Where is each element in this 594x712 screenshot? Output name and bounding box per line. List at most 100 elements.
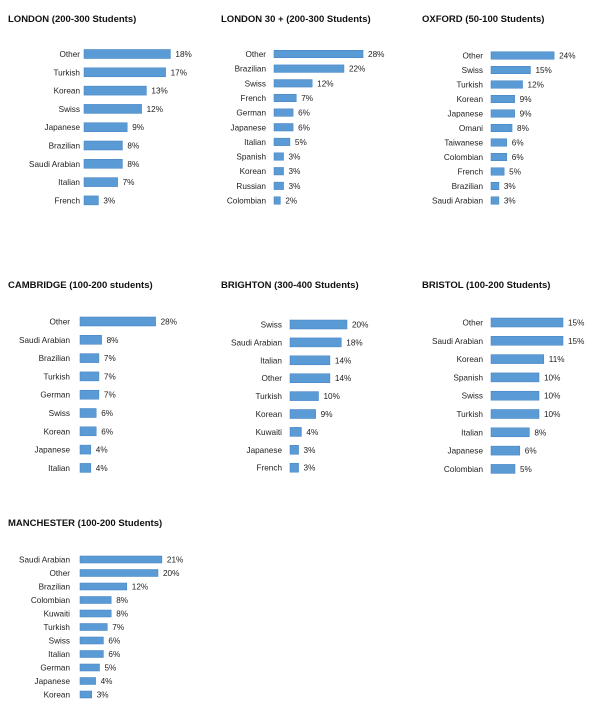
bar-row: Swiss 15% bbox=[462, 66, 552, 75]
bar-row: Korean 11% bbox=[457, 354, 565, 364]
bar-row: Korean 6% bbox=[44, 426, 113, 436]
bar bbox=[490, 427, 530, 438]
value-label: 20% bbox=[163, 569, 179, 578]
value-label: 28% bbox=[161, 318, 177, 327]
category-label: Colombian bbox=[31, 596, 71, 605]
value-label: 18% bbox=[175, 50, 191, 59]
category-label: Colombian bbox=[444, 465, 484, 474]
value-label: 6% bbox=[108, 637, 120, 646]
value-label: 8% bbox=[517, 124, 529, 133]
value-label: 10% bbox=[544, 373, 560, 382]
category-label: Korean bbox=[240, 167, 267, 176]
bar bbox=[83, 122, 128, 132]
bar-row: Other 14% bbox=[262, 373, 351, 383]
bar bbox=[83, 104, 142, 114]
bar bbox=[83, 140, 123, 151]
value-label: 7% bbox=[104, 372, 116, 381]
category-label: French bbox=[257, 464, 283, 473]
value-label: 9% bbox=[321, 410, 333, 419]
bar-row: German 6% bbox=[236, 108, 310, 118]
category-label: Saudi Arabian bbox=[19, 556, 70, 565]
bar-row: Colombian 6% bbox=[444, 153, 524, 162]
bar-row: Saudi Arabian 8% bbox=[19, 335, 118, 345]
bar bbox=[79, 582, 128, 591]
bar bbox=[289, 462, 299, 473]
chart-london-30: LONDON 30 + (200-300 Students) Other 28% B… bbox=[221, 14, 421, 214]
bar bbox=[83, 85, 147, 96]
category-label: Turkish bbox=[43, 372, 70, 381]
bar bbox=[83, 177, 118, 187]
value-label: 4% bbox=[101, 677, 113, 686]
value-label: 8% bbox=[534, 428, 546, 437]
chart-title: OXFORD (50-100 Students) bbox=[422, 14, 545, 25]
category-label: Korean bbox=[457, 95, 484, 104]
category-label: Korean bbox=[44, 691, 71, 700]
value-label: 6% bbox=[101, 409, 113, 418]
bar-row: Other 28% bbox=[246, 50, 384, 59]
bar-row: Italian 14% bbox=[260, 355, 351, 365]
bar bbox=[273, 167, 284, 176]
bar-row: French 3% bbox=[55, 195, 115, 206]
value-label: 17% bbox=[171, 68, 187, 77]
category-label: Swiss bbox=[462, 66, 483, 75]
bar bbox=[79, 609, 112, 618]
bar-row: Swiss 20% bbox=[261, 319, 368, 330]
bar-chart: Other 28%Saudi Arabian 8%Brazilian 7%Turkis… bbox=[19, 316, 177, 473]
bar bbox=[289, 409, 316, 419]
bar bbox=[79, 677, 96, 685]
value-label: 7% bbox=[104, 354, 116, 363]
category-label: Saudi Arabian bbox=[29, 160, 80, 169]
value-label: 28% bbox=[368, 50, 384, 59]
bar bbox=[273, 181, 284, 190]
bar-row: Turkish 12% bbox=[456, 80, 544, 90]
bar-row: Colombian 8% bbox=[31, 596, 128, 605]
bar-row: Japanese 4% bbox=[34, 677, 112, 686]
chart-title: CAMBRIDGE (100-200 students) bbox=[8, 280, 153, 291]
value-label: 24% bbox=[559, 52, 575, 61]
category-label: Kuwaiti bbox=[256, 428, 283, 437]
value-label: 6% bbox=[108, 650, 120, 659]
value-label: 5% bbox=[105, 664, 117, 673]
category-label: Spanish bbox=[453, 373, 483, 382]
bar bbox=[490, 464, 516, 474]
category-label: Brazilian bbox=[39, 354, 71, 363]
category-label: Brazilian bbox=[235, 65, 267, 74]
category-label: Japanese bbox=[230, 123, 266, 132]
bar bbox=[490, 153, 508, 161]
bar bbox=[83, 195, 99, 206]
category-label: Colombian bbox=[444, 153, 484, 162]
value-label: 18% bbox=[346, 338, 362, 347]
chart-title: BRISTOL (100-200 Students) bbox=[422, 280, 551, 291]
bar-row: Swiss 10% bbox=[462, 390, 560, 401]
category-label: Japanese bbox=[447, 447, 483, 456]
bar bbox=[273, 108, 294, 117]
category-label: Italian bbox=[260, 356, 282, 365]
value-label: 9% bbox=[520, 95, 532, 104]
value-label: 3% bbox=[103, 196, 115, 205]
bar bbox=[273, 123, 294, 132]
bar bbox=[490, 317, 564, 328]
bar-row: Turkish 10% bbox=[255, 391, 340, 401]
bar bbox=[490, 182, 500, 190]
category-label: Omani bbox=[459, 124, 483, 133]
category-label: Italian bbox=[48, 650, 70, 659]
bar-row: Omani 8% bbox=[459, 124, 529, 133]
value-label: 14% bbox=[335, 374, 351, 383]
bar bbox=[490, 124, 513, 132]
bar-row: Italian 5% bbox=[244, 138, 307, 147]
value-label: 3% bbox=[289, 167, 301, 176]
bar bbox=[289, 427, 302, 437]
value-label: 13% bbox=[151, 87, 167, 96]
chart-brighton: BRIGHTON (300-400 Students) Swiss 20% Saud… bbox=[221, 280, 421, 480]
bar-row: Other 20% bbox=[50, 569, 180, 578]
category-label: Swiss bbox=[462, 392, 483, 401]
value-label: 8% bbox=[127, 142, 139, 151]
bar bbox=[79, 569, 159, 577]
chart-bristol: BRISTOL (100-200 Students) Other 15% Saudi… bbox=[422, 280, 592, 480]
value-label: 3% bbox=[304, 464, 316, 473]
chart-title: LONDON (200-300 Students) bbox=[8, 14, 137, 25]
category-label: Other bbox=[463, 52, 484, 61]
bar-row: German 5% bbox=[40, 664, 116, 673]
value-label: 6% bbox=[525, 447, 537, 456]
chart-oxford: OXFORD (50-100 Students) Other 24% Swiss 15… bbox=[422, 14, 592, 214]
